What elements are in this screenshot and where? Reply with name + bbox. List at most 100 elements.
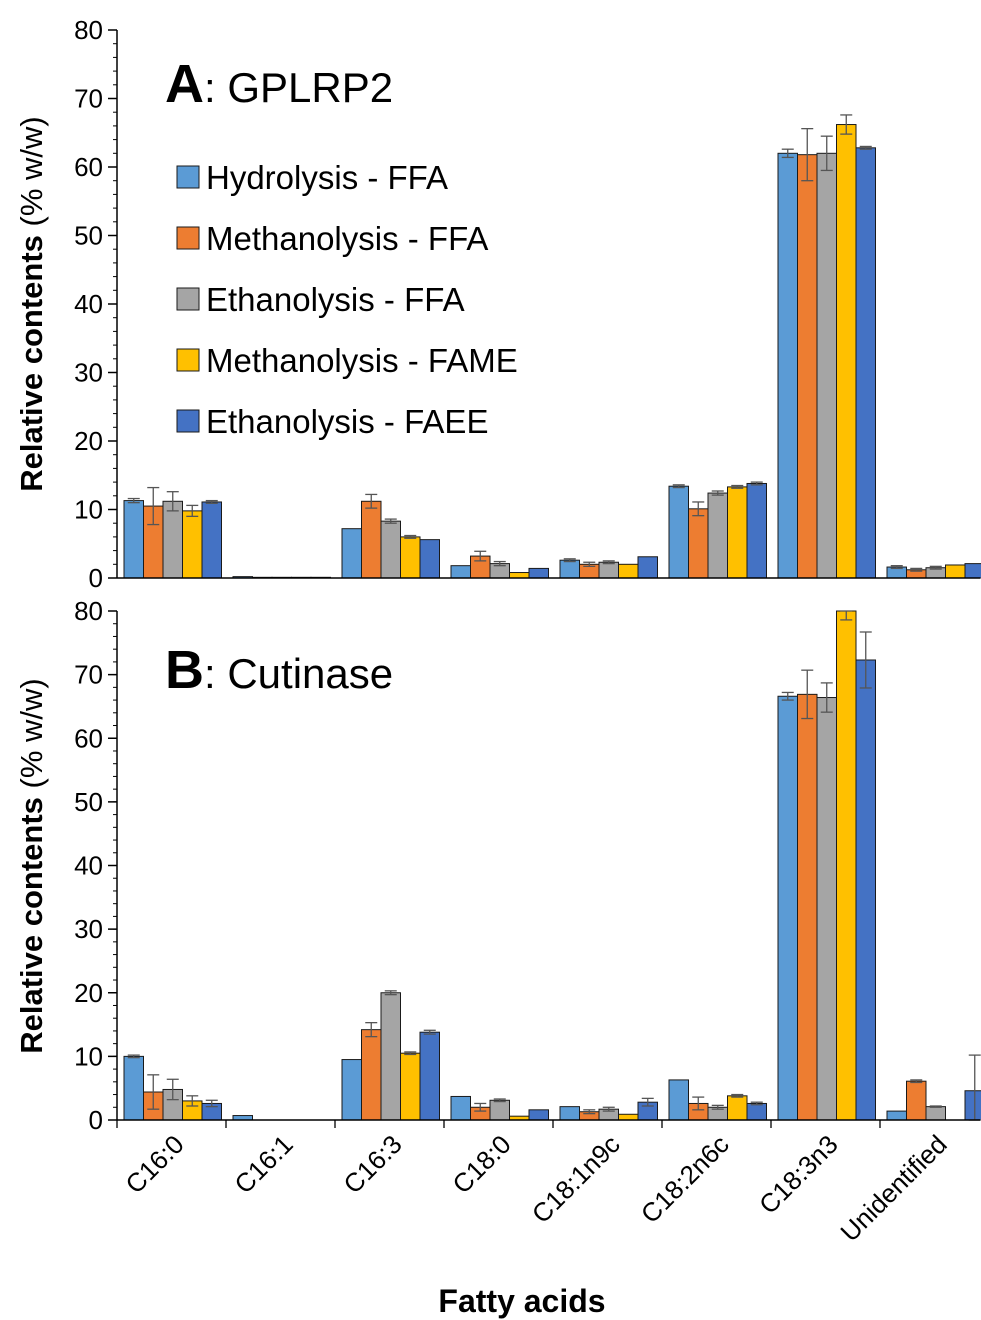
bar-a-s0-c6: [777, 152, 798, 579]
x-tick-label: C16:0: [119, 1129, 189, 1199]
x-axis-title: Fatty acids: [438, 1283, 605, 1319]
bar-a-s3-c3: [509, 572, 530, 579]
x-tick-label: C18:3n3: [753, 1129, 844, 1220]
bar-a-s3-c4: [618, 563, 639, 579]
bar-a-s0-c5: [668, 485, 689, 579]
bar-a-s1-c5: [688, 508, 709, 579]
y-tick-label: 30: [74, 914, 103, 944]
y-tick-label: 20: [74, 426, 103, 456]
bar-b-s3-c4: [618, 1113, 639, 1121]
legend-swatch: [176, 165, 200, 189]
bar-a-s4-c4: [637, 556, 658, 579]
bar-a-s4-c3: [528, 567, 549, 579]
bar-a-s3-c6: [836, 124, 857, 579]
bar-b-s2-c3: [489, 1099, 510, 1121]
y-tick-label: 70: [74, 84, 103, 114]
y-tick-label: 40: [74, 289, 103, 319]
bar-b-s0-c4: [559, 1106, 580, 1121]
y-tick-label: 70: [74, 660, 103, 690]
bar-a-s0-c3: [450, 565, 471, 579]
y-title-rest: (% w/w): [14, 116, 49, 226]
bar-b-s0-c3: [450, 1095, 471, 1121]
y-tick-label: 60: [74, 723, 103, 753]
bar-a-s3-c7: [945, 564, 966, 579]
y-title-bold: Relative contents: [14, 235, 49, 492]
bar-b-s3-c5: [727, 1095, 748, 1121]
x-tick-label: C18:2n6c: [635, 1129, 735, 1229]
legend-label: Methanolysis - FFA: [206, 220, 488, 257]
bar-b-s0-c0: [123, 1055, 144, 1121]
bar-a-s2-c2: [380, 520, 401, 579]
legend-swatch: [176, 409, 200, 433]
bar-b-s2-c6: [816, 697, 837, 1121]
bar-a-s4-c7: [964, 563, 981, 579]
bar-b-s4-c7: [964, 1090, 981, 1121]
legend-swatch: [176, 348, 200, 372]
panel-b-letter: B: [165, 640, 204, 700]
y-tick-label: 10: [74, 495, 103, 525]
legend-label: Ethanolysis - FFA: [206, 281, 465, 318]
x-tick-label: C18:0: [446, 1129, 516, 1199]
x-tick-label: Unidentified: [834, 1129, 952, 1247]
legend-label: Hydrolysis - FFA: [206, 159, 448, 196]
x-tick-label: C16:3: [337, 1129, 407, 1199]
y-tick-label: 0: [89, 563, 103, 593]
y-tick-label: 50: [74, 787, 103, 817]
bar-b-s1-c6: [797, 693, 818, 1121]
y-tick-label: 10: [74, 1041, 103, 1071]
x-tick-label: C18:1n9c: [526, 1129, 626, 1229]
bar-b-s2-c2: [380, 992, 401, 1121]
bar-a-s0-c2: [341, 528, 362, 579]
y-tick-label: 0: [89, 1105, 103, 1135]
y-tick-label: 20: [74, 978, 103, 1008]
y-tick-label: 60: [74, 152, 103, 182]
panel-b-title: B: Cutinase: [165, 640, 393, 700]
panel-a-title: A: GPLRP2: [165, 54, 393, 114]
bar-b-s0-c5: [668, 1079, 689, 1121]
panel-a-plot: 0 10 20 30 40 50 60 70 80: [74, 15, 981, 593]
bar-a-s2-c0: [162, 500, 183, 579]
y-axis-title-a: Relative contents (% w/w): [14, 116, 49, 492]
legend-label: Methanolysis - FAME: [206, 342, 518, 379]
bar-b-s4-c3: [528, 1109, 549, 1121]
panel-b-plot: 0 10 20 30 40 50 60 70 80: [74, 596, 981, 1135]
bar-b-s2-c7: [925, 1106, 946, 1121]
bar-a-s3-c5: [727, 486, 748, 579]
panel-a-letter: A: [165, 54, 204, 114]
panel-a-name: : GPLRP2: [204, 64, 393, 111]
bar-b-s4-c5: [746, 1102, 767, 1121]
bar-a-s1-c2: [361, 500, 382, 579]
bar-b-s0-c6: [777, 695, 798, 1121]
y-axis-title-b: Relative contents (% w/w): [14, 678, 49, 1054]
bar-a-s0-c4: [559, 559, 580, 579]
bar-a-s4-c0: [201, 501, 222, 579]
bar-b-s1-c7: [906, 1080, 927, 1121]
bar-a-s3-c0: [182, 510, 203, 579]
y-tick-label: 30: [74, 358, 103, 388]
bar-b-s3-c2: [400, 1052, 421, 1121]
bar-b-s1-c2: [361, 1029, 382, 1121]
y-title-rest: (% w/w): [14, 678, 49, 788]
bar-a-s3-c2: [400, 536, 421, 579]
bar-a-s2-c5: [707, 492, 728, 579]
bar-a-s4-c6: [855, 147, 876, 579]
bar-b-s0-c2: [341, 1059, 362, 1121]
bar-b-s3-c6: [836, 610, 857, 1121]
y-tick-label: 80: [74, 15, 103, 45]
bar-a-s0-c0: [123, 500, 144, 579]
bar-a-s2-c6: [816, 152, 837, 579]
y-tick-label: 80: [74, 596, 103, 626]
legend-swatch: [176, 226, 200, 250]
y-tick-label: 40: [74, 851, 103, 881]
x-tick-label: C16:1: [228, 1129, 298, 1199]
y-tick-label: 50: [74, 221, 103, 251]
legend-label: Ethanolysis - FAEE: [206, 403, 488, 440]
legend: Hydrolysis - FFA Methanolysis - FFA Ethano…: [176, 159, 518, 440]
x-category-labels: C16:0 C16:1 C16:3 C18:0 C18:1n9c C18:2n6c C18:…: [119, 1129, 952, 1247]
bar-a-s4-c5: [746, 482, 767, 579]
legend-swatch: [176, 287, 200, 311]
bar-a-s1-c6: [797, 154, 818, 579]
bar-b-s4-c6: [855, 659, 876, 1121]
bar-a-s2-c4: [598, 561, 619, 579]
